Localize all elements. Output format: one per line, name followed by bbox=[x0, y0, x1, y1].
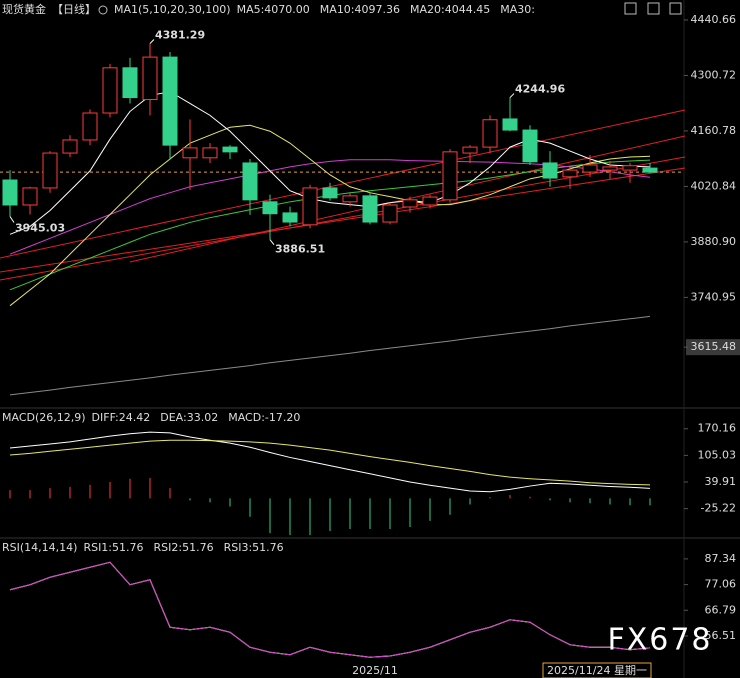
legend-text: DEA:33.02 bbox=[160, 411, 218, 424]
cursor-date-box bbox=[542, 662, 652, 678]
candle-body bbox=[222, 146, 238, 153]
candle-body bbox=[102, 67, 118, 114]
y-tick-label: 87.34 bbox=[705, 552, 737, 565]
watermark: FX678 bbox=[607, 623, 712, 658]
legend-text: MA1(5,10,20,30,100) bbox=[114, 3, 231, 16]
candle-body bbox=[262, 201, 278, 215]
candle-body bbox=[462, 146, 478, 154]
x-tick-label: 2025/11 bbox=[352, 664, 398, 677]
y-tick-label: 4020.84 bbox=[691, 179, 737, 192]
legend-text: MA10:4097.36 bbox=[320, 3, 400, 16]
candle-body bbox=[302, 187, 318, 226]
candle-body bbox=[242, 162, 258, 201]
extreme-label: 4381.29 bbox=[155, 29, 205, 42]
candle-body bbox=[322, 187, 338, 199]
candle-body bbox=[182, 147, 198, 159]
legend-text: 现货黄金 bbox=[2, 2, 46, 16]
y-tick-label: 4440.66 bbox=[691, 13, 737, 26]
trend-line bbox=[129, 135, 686, 263]
trend-lines bbox=[0, 109, 686, 281]
extreme-pointer bbox=[509, 93, 515, 98]
extreme-label: 3945.03 bbox=[15, 221, 65, 234]
y-tick-label: 4160.78 bbox=[691, 124, 737, 137]
candle-body bbox=[142, 56, 158, 101]
candle-body bbox=[522, 129, 538, 163]
candle-body bbox=[282, 212, 298, 223]
candle-body bbox=[582, 164, 598, 173]
candle-body bbox=[362, 195, 378, 223]
extreme-label: 4244.96 bbox=[515, 83, 565, 96]
candle-body bbox=[202, 147, 218, 159]
y-tick-label: 39.91 bbox=[705, 475, 737, 488]
legend-text: MACD:-17.20 bbox=[228, 411, 300, 424]
legend-text: DIFF:24.42 bbox=[92, 411, 151, 424]
icon-window[interactable] bbox=[647, 2, 660, 15]
candle-body bbox=[602, 166, 618, 171]
tick-highlight bbox=[686, 339, 740, 356]
extreme-pointer bbox=[9, 216, 15, 223]
candle-body bbox=[82, 112, 98, 141]
candle-body bbox=[382, 204, 398, 223]
candle-body bbox=[502, 118, 518, 131]
legend-text: RSI3:51.76 bbox=[224, 541, 284, 554]
candle-body bbox=[562, 169, 578, 178]
cursor-date: 2025/11/24 星期一 bbox=[547, 664, 647, 677]
y-tick-label: 77.06 bbox=[705, 578, 737, 591]
candle-body bbox=[482, 119, 498, 148]
trend-line bbox=[0, 167, 686, 273]
y-tick-label: -25.22 bbox=[701, 502, 736, 515]
candle-body bbox=[162, 56, 178, 146]
legend-text: 【日线】 bbox=[52, 2, 96, 16]
icon-layout[interactable] bbox=[624, 2, 637, 15]
y-tick-label: 4300.72 bbox=[691, 68, 737, 81]
legend-text: MA20:4044.45 bbox=[410, 3, 490, 16]
candle-body bbox=[622, 165, 638, 171]
candle-body bbox=[422, 196, 438, 206]
toolbar-icons[interactable] bbox=[624, 2, 682, 15]
legend-text: MA5:4070.00 bbox=[237, 3, 310, 16]
line-series bbox=[9, 315, 651, 396]
candle-body bbox=[122, 67, 138, 99]
legend-text: MACD(26,12,9) bbox=[2, 411, 86, 424]
extreme-pointer bbox=[149, 39, 155, 44]
trend-line bbox=[0, 156, 686, 281]
trend-line bbox=[0, 109, 686, 259]
candle-body bbox=[342, 195, 358, 203]
legend-text: RSI2:51.76 bbox=[154, 541, 214, 554]
extreme-label: 3886.51 bbox=[275, 243, 325, 256]
candle-body bbox=[2, 179, 18, 206]
y-tick-label: 56.51 bbox=[705, 629, 737, 642]
y-tick-label: 170.16 bbox=[698, 422, 737, 435]
y-tick-label: 105.03 bbox=[698, 448, 737, 461]
legend-text: MA30: bbox=[500, 3, 535, 16]
y-tick-label: 66.79 bbox=[705, 603, 737, 616]
line-series bbox=[9, 91, 651, 235]
y-tick-label: 3740.95 bbox=[691, 290, 737, 303]
candle-body bbox=[22, 187, 38, 206]
icon-close[interactable] bbox=[669, 2, 682, 15]
y-tick-label: 3880.90 bbox=[691, 235, 737, 248]
line-series bbox=[9, 561, 651, 658]
candle-body bbox=[42, 152, 58, 189]
y-tick-label: 3615.48 bbox=[691, 340, 737, 353]
candle-body bbox=[542, 162, 558, 179]
extreme-pointer bbox=[269, 239, 275, 245]
icon bbox=[98, 5, 108, 15]
candle-body bbox=[62, 139, 78, 154]
candle-body bbox=[642, 167, 658, 173]
legend-text: RSI1:51.76 bbox=[83, 541, 143, 554]
candle-body bbox=[442, 151, 458, 201]
legend-text: RSI(14,14,14) bbox=[2, 541, 77, 554]
line-series bbox=[9, 431, 651, 493]
line-series bbox=[9, 439, 651, 486]
candle-body bbox=[402, 199, 418, 208]
